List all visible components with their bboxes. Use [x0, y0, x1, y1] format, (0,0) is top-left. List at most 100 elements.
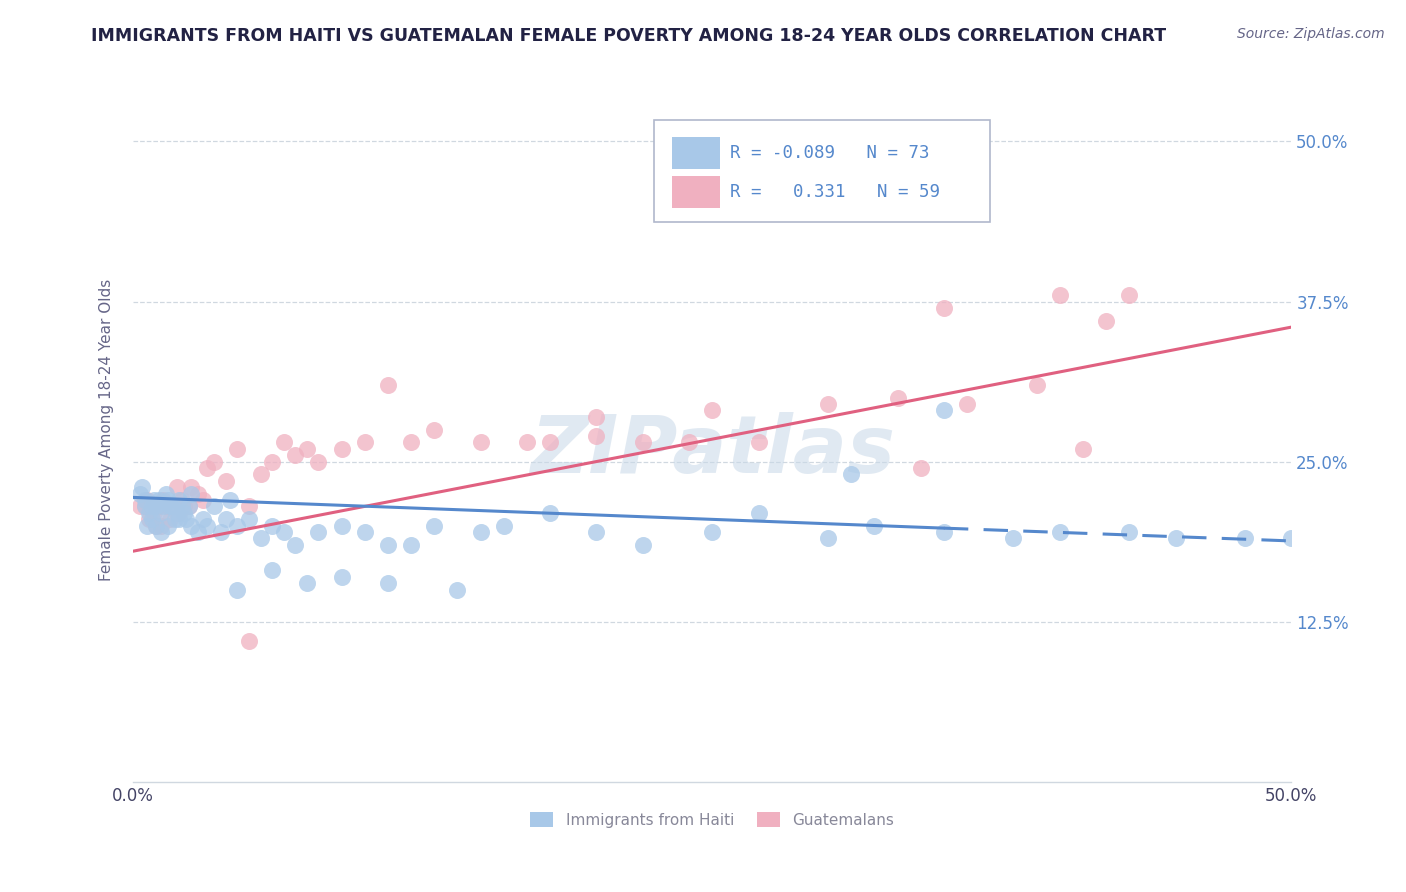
Point [134, 500, 156, 514]
Text: ZIPatlas: ZIPatlas [530, 412, 894, 490]
Point [134, 500, 156, 514]
Point [446, 582, 468, 597]
Point [215, 512, 238, 526]
Point [145, 518, 167, 533]
Point [215, 474, 238, 488]
Point [330, 442, 353, 456]
Point [249, 467, 271, 482]
Point [129, 500, 152, 514]
Point [180, 486, 202, 500]
Point [169, 493, 191, 508]
Point [156, 518, 179, 533]
Point [470, 435, 492, 450]
Point [173, 500, 195, 514]
Point [702, 403, 724, 417]
Point [585, 524, 607, 539]
Point [149, 524, 172, 539]
Point [1002, 532, 1025, 546]
Point [262, 563, 284, 577]
Point [202, 500, 225, 514]
Point [176, 512, 198, 526]
Point [209, 524, 232, 539]
Point [956, 397, 979, 411]
Point [156, 493, 179, 508]
Point [538, 506, 561, 520]
Point [330, 570, 353, 584]
Point [152, 493, 174, 508]
Point [423, 518, 446, 533]
Point [377, 377, 399, 392]
Point [156, 500, 179, 514]
Point [330, 518, 353, 533]
Point [585, 429, 607, 443]
Point [163, 500, 186, 514]
Point [1095, 314, 1118, 328]
Point [180, 480, 202, 494]
Point [195, 518, 218, 533]
Point [307, 454, 329, 468]
Point [226, 582, 249, 597]
Point [1071, 442, 1094, 456]
Point [169, 506, 191, 520]
Point [295, 442, 318, 456]
Point [886, 391, 908, 405]
Point [155, 486, 177, 500]
Point [295, 576, 318, 591]
Text: R = -0.089   N = 73: R = -0.089 N = 73 [730, 144, 929, 161]
Point [273, 435, 295, 450]
Point [131, 480, 153, 494]
Point [152, 500, 174, 514]
Point [187, 524, 209, 539]
Point [148, 500, 170, 514]
Point [141, 500, 163, 514]
Point [143, 506, 166, 520]
Point [273, 524, 295, 539]
Point [149, 506, 172, 520]
Point [226, 442, 249, 456]
Point [134, 493, 156, 508]
Point [162, 500, 184, 514]
Point [136, 518, 159, 533]
Point [748, 435, 770, 450]
Point [177, 500, 200, 514]
Point [138, 512, 160, 526]
Point [177, 500, 200, 514]
Point [149, 518, 172, 533]
Point [1233, 532, 1256, 546]
Point [932, 301, 955, 315]
Point [219, 493, 242, 508]
Point [631, 435, 654, 450]
Point [162, 500, 184, 514]
Point [226, 518, 249, 533]
Point [284, 538, 307, 552]
Point [145, 518, 167, 533]
Point [585, 409, 607, 424]
Text: IMMIGRANTS FROM HAITI VS GUATEMALAN FEMALE POVERTY AMONG 18-24 YEAR OLDS CORRELA: IMMIGRANTS FROM HAITI VS GUATEMALAN FEMA… [91, 27, 1167, 45]
Point [1049, 288, 1071, 302]
Point [159, 500, 181, 514]
Point [159, 512, 181, 526]
Point [238, 633, 260, 648]
Point [353, 524, 375, 539]
Point [145, 500, 167, 514]
Point [516, 435, 538, 450]
Point [129, 486, 152, 500]
Point [307, 524, 329, 539]
Point [1164, 532, 1187, 546]
Point [155, 500, 177, 514]
Point [1279, 532, 1302, 546]
FancyBboxPatch shape [672, 176, 720, 209]
Point [910, 461, 932, 475]
Point [1049, 524, 1071, 539]
Point [262, 518, 284, 533]
Point [136, 493, 159, 508]
Point [678, 435, 700, 450]
Point [180, 518, 202, 533]
Point [143, 493, 166, 508]
Point [470, 524, 492, 539]
Point [284, 448, 307, 462]
Point [631, 538, 654, 552]
Point [166, 506, 188, 520]
Point [423, 423, 446, 437]
Text: Source: ZipAtlas.com: Source: ZipAtlas.com [1237, 27, 1385, 41]
